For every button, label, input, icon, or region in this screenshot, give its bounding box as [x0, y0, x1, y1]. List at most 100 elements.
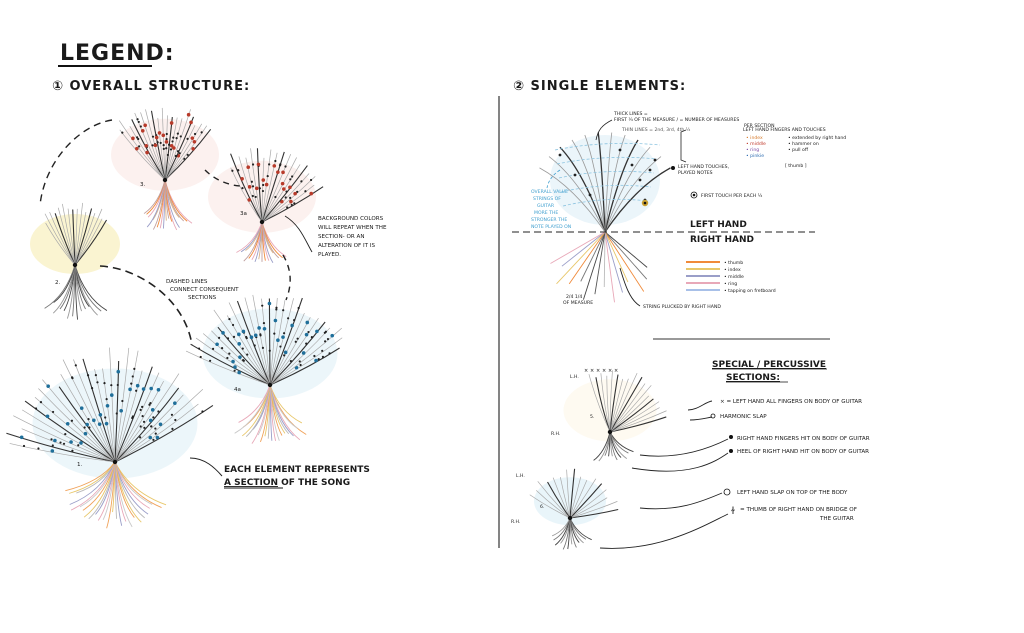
svg-text:×: ×	[602, 368, 606, 374]
svg-text:• index: • index	[724, 267, 741, 273]
svg-text:[ thumb ]: [ thumb ]	[785, 163, 807, 169]
overall-structure-heading: ① OVERALL STRUCTURE:	[52, 79, 250, 94]
rh-label: R.H.	[511, 519, 520, 525]
svg-text:• pinkie: • pinkie	[746, 153, 764, 159]
right-hand-label: RIGHT HAND	[690, 235, 754, 245]
svg-text:• tapping on fretboard: • tapping on fretboard	[724, 288, 776, 294]
thick-lines-note: FIRST ¼ OF THE MEASURE / = NUMBER OF MEA…	[614, 117, 739, 123]
note-pointer	[595, 119, 613, 141]
thin-lines-note: THIN LINES = 2nd, 3rd, 4th ¼	[621, 127, 691, 133]
svg-text:CONNECT CONSEQUENT: CONNECT CONSEQUENT	[170, 287, 239, 293]
svg-text:• index: • index	[746, 135, 763, 141]
strings-note: OVERALL VALUE STRINGS OF GUITAR MORE THE…	[531, 189, 571, 230]
section-fan	[111, 107, 219, 231]
element-label-6: 6.	[540, 504, 544, 510]
special-title: SECTIONS:	[726, 373, 780, 383]
section-fan	[30, 202, 120, 320]
thick-lines-note: PER SECTION	[744, 123, 775, 129]
element-label-4: 1.	[77, 462, 83, 468]
section-note: EACH ELEMENT REPRESENTS A SECTION OF THE…	[224, 465, 370, 489]
section-fan	[6, 347, 214, 529]
svg-text:• ring: • ring	[724, 281, 737, 287]
svg-text:WILL REPEAT WHEN THE: WILL REPEAT WHEN THE	[318, 225, 387, 231]
thick-lines-note: THICK LINES =	[613, 111, 648, 117]
svg-text:×: ×	[608, 368, 612, 374]
svg-text:×: ×	[596, 368, 600, 374]
dashed-connector	[204, 169, 241, 187]
fingers-title: LEFT HAND FINGERS AND TOUCHES	[743, 127, 826, 133]
touch-dot-icon	[671, 166, 675, 170]
special-fans: × × × × × ×	[529, 368, 667, 550]
left-touches-note: PLAYED NOTES	[678, 170, 713, 176]
right-hand-finger-legend: • thumb • index • middle • ring • tappin…	[686, 260, 776, 294]
single-elements-heading: ② SINGLE ELEMENTS:	[513, 79, 686, 94]
left-hand-label: LEFT HAND	[690, 220, 747, 230]
svg-text:• pull off: • pull off	[788, 147, 809, 153]
svg-text:×: ×	[614, 368, 618, 374]
note-pointer	[546, 169, 561, 189]
rh-label: R.H.	[551, 431, 560, 437]
finger-list: • index • middle • ring • pinkie • exten…	[746, 135, 846, 169]
svg-text:SECTIONS: SECTIONS	[188, 295, 217, 301]
element-label-3a: 3a	[240, 211, 247, 217]
svg-text:LEFT HAND SLAP ON TOP OF THE B: LEFT HAND SLAP ON TOP OF THE BODY	[737, 490, 848, 496]
left-touches-note: LEFT HAND TOUCHES,	[678, 164, 730, 170]
dashed-connector	[39, 119, 113, 206]
svg-text:• extended by right hand: • extended by right hand	[788, 135, 846, 141]
lh-label: L.H.	[516, 473, 525, 479]
svg-text:SECTION- OR AN: SECTION- OR AN	[318, 234, 365, 240]
svg-text:• middle: • middle	[746, 141, 766, 147]
dashed-connector	[99, 265, 193, 346]
special-items: × = LEFT HAND ALL FINGERS ON BODY OF GUI…	[710, 399, 870, 522]
section-fan	[563, 370, 667, 462]
svg-text:GUITAR: GUITAR	[537, 203, 555, 209]
section-fan	[185, 294, 343, 444]
section-fan	[529, 468, 619, 550]
svg-text:×: ×	[590, 368, 594, 374]
svg-text:• thumb: • thumb	[724, 260, 743, 266]
dashed-lines-note: DASHED LINES CONNECT CONSEQUENT SECTIONS	[166, 279, 239, 301]
section-fan	[208, 148, 324, 264]
first-touch-icon	[690, 191, 698, 199]
svg-text:OVERALL VALUE: OVERALL VALUE	[531, 189, 568, 195]
svg-text:HEEL OF RIGHT HAND HIT ON BODY: HEEL OF RIGHT HAND HIT ON BODY OF GUITAR	[737, 449, 869, 455]
string-plucked-note: STRING PLUCKED BY RIGHT HAND	[643, 304, 721, 310]
single-fan	[539, 132, 671, 303]
svg-text:EACH ELEMENT REPRESENTS: EACH ELEMENT REPRESENTS	[224, 465, 370, 475]
svg-text:= THUMB OF RIGHT HAND ON BRIDG: = THUMB OF RIGHT HAND ON BRIDGE OF	[740, 507, 857, 513]
single-element-diagram	[539, 132, 671, 303]
note-pointer	[284, 215, 313, 253]
element-label-5: 5.	[590, 414, 594, 420]
lh-label: L.H.	[570, 374, 579, 380]
measure-note: OF MEASURE	[563, 300, 593, 306]
element-label-4a: 4a	[234, 387, 241, 393]
svg-text:RIGHT HAND FINGERS HIT ON BODY: RIGHT HAND FINGERS HIT ON BODY OF GUITAR	[737, 436, 870, 442]
first-touch-note: FIRST TOUCH PER EACH ¼	[701, 193, 763, 199]
dashed-connector	[282, 254, 291, 301]
svg-text:× = LEFT HAND ALL FINGERS ON B: × = LEFT HAND ALL FINGERS ON BODY OF GUI…	[720, 399, 862, 405]
svg-text:MORE THE: MORE THE	[534, 210, 558, 216]
note-pointer	[189, 457, 223, 477]
background-colors-note: BACKGROUND COLORS WILL REPEAT WHEN THE S…	[318, 216, 387, 258]
svg-text:×: ×	[584, 368, 588, 374]
svg-text:STRINGS OF: STRINGS OF	[533, 196, 561, 202]
svg-text:HARMONIC SLAP: HARMONIC SLAP	[720, 414, 767, 420]
finger-bracket	[680, 129, 687, 163]
svg-text:THE GUITAR: THE GUITAR	[819, 516, 854, 522]
svg-text:PLAYED.: PLAYED.	[318, 252, 341, 258]
svg-text:ɫ: ɫ	[731, 506, 735, 517]
svg-text:• middle: • middle	[724, 274, 744, 280]
note-pointer	[619, 267, 641, 307]
svg-text:STRONGER THE: STRONGER THE	[531, 217, 567, 223]
element-label-3: 3.	[140, 182, 146, 188]
element-label-1: 2.	[55, 280, 61, 286]
svg-text:A SECTION OF THE SONG: A SECTION OF THE SONG	[224, 478, 350, 488]
svg-text:BACKGROUND COLORS: BACKGROUND COLORS	[318, 216, 384, 222]
svg-text:DASHED LINES: DASHED LINES	[166, 279, 208, 285]
special-pointers	[599, 400, 729, 549]
svg-text:• hammer on: • hammer on	[788, 141, 819, 147]
svg-text:• ring: • ring	[746, 147, 759, 153]
overall-fans	[6, 107, 343, 529]
